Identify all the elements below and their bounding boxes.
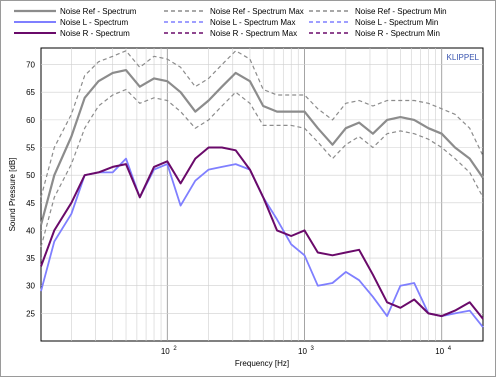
y-tick-label: 65 (26, 88, 35, 97)
legend-label: Noise Ref - Spectrum (60, 7, 137, 16)
y-tick-label: 25 (26, 309, 35, 318)
x-tick-exponent: 2 (173, 346, 177, 352)
legend-label: Noise R - Spectrum (60, 29, 130, 38)
y-tick-label: 45 (26, 199, 35, 208)
y-tick-label: 40 (26, 226, 35, 235)
y-axis-label: Sound Pressure [dB] (8, 158, 17, 232)
y-tick-label: 70 (26, 61, 35, 70)
plot-area (40, 47, 484, 342)
series-line (40, 88, 484, 248)
x-axis-label: Frequency [Hz] (235, 359, 289, 368)
legend-label: Noise Ref - Spectrum Max (210, 7, 304, 16)
x-tick-exponent: 3 (311, 346, 315, 352)
x-tick-exponent: 4 (448, 346, 452, 352)
legend: Noise Ref - Spectrum Noise Ref - Spectrum… (14, 7, 447, 38)
x-tick-label: 10 (435, 347, 444, 356)
legend-label: Noise R - Spectrum Max (210, 29, 297, 38)
y-tick-label: 30 (26, 282, 35, 291)
x-tick-label: 10 (298, 347, 307, 356)
legend-label: Noise R - Spectrum Min (355, 29, 440, 38)
y-tick-label: 35 (26, 254, 35, 263)
y-tick-label: 50 (26, 171, 35, 180)
grid (41, 48, 483, 341)
y-tick-label: 55 (26, 144, 35, 153)
watermark-label: KLIPPEL (447, 53, 480, 62)
y-tick-label: 60 (26, 116, 35, 125)
series-line (39, 69, 484, 226)
legend-label: Noise L - Spectrum Max (210, 18, 296, 27)
legend-label: Noise L - Spectrum (60, 18, 129, 27)
series-layer (39, 50, 484, 328)
x-tick-label: 10 (161, 347, 170, 356)
series-line (40, 50, 484, 198)
series-line (40, 146, 484, 320)
legend-label: Noise L - Spectrum Min (355, 18, 438, 27)
legend-label: Noise Ref - Spectrum Min (355, 7, 447, 16)
